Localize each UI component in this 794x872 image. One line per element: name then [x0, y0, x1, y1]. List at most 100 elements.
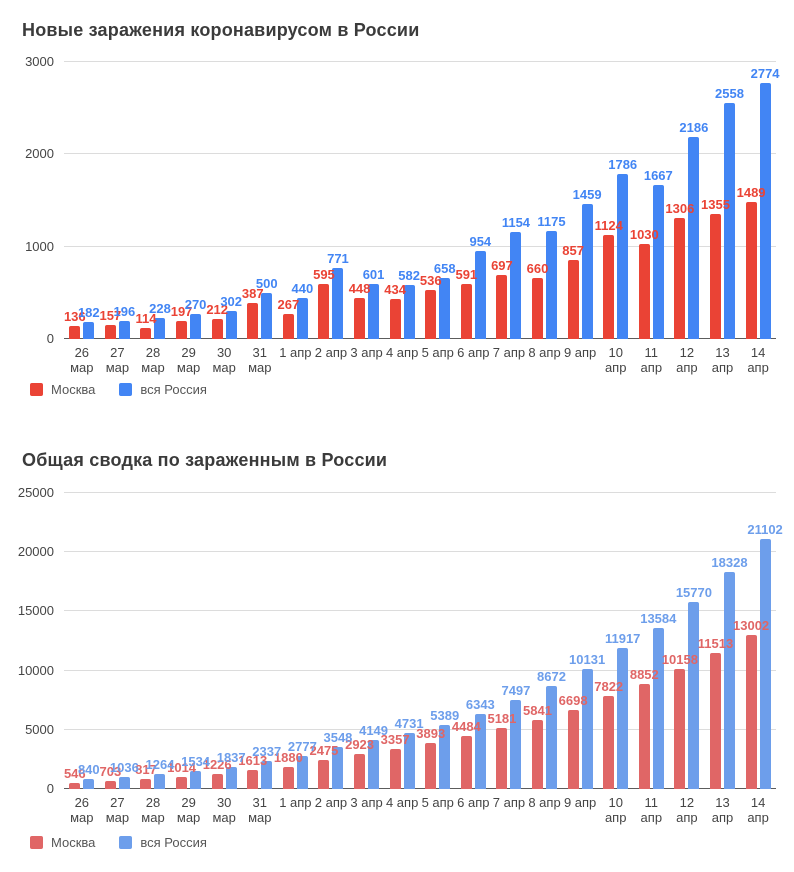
bar-value-label: 1667	[643, 168, 673, 184]
bar-value-label: 5841	[523, 702, 552, 718]
bar-moscow: 591	[455, 267, 477, 339]
bar-value-label: 4484	[451, 718, 481, 734]
bar-value-label: 3893	[416, 725, 446, 741]
bar-value-label: 601	[362, 266, 385, 282]
x-tick-label: 26 мар	[70, 345, 94, 375]
bar-russia: 840	[78, 762, 100, 789]
x-tick-label: 7 апр	[492, 345, 526, 360]
bar-moscow: 1489	[737, 185, 766, 339]
x-tick-label: 30 мар	[212, 345, 236, 375]
x-tick-label: 29 мар	[176, 345, 201, 375]
gridline	[64, 551, 776, 553]
bar-value-label: 1534	[181, 753, 211, 769]
x-tick-label: 10 апр	[604, 795, 627, 825]
x-tick-label: 8 апр	[528, 795, 561, 810]
x-tick-label: 14 апр	[747, 345, 769, 375]
bar-group: 817 1264	[135, 493, 174, 789]
x-tick-label: 1 апр	[279, 345, 312, 360]
bar-value-label: 546	[63, 765, 86, 781]
bar-value-label: 857	[562, 242, 584, 258]
bar-moscow: 546	[64, 766, 86, 789]
x-tick-label: 7 апр	[492, 795, 526, 810]
bar-moscow: 1014	[167, 760, 196, 789]
bar-russia: 1175	[537, 214, 566, 339]
bar-group: 546 840	[64, 493, 100, 789]
bar-value-label: 5181	[487, 710, 517, 726]
bar-moscow: 2475	[309, 743, 338, 789]
x-tick-label: 27 мар	[105, 795, 130, 825]
bar-value-label: 136	[63, 309, 86, 325]
gridline	[64, 669, 776, 671]
bar-value-label: 582	[398, 268, 420, 284]
chart-total-infections: Общая сводка по зараженным в России 0 500…	[0, 435, 794, 872]
x-tick-label: 31 мар	[248, 345, 272, 375]
y-tick-label: 1000	[25, 238, 54, 254]
bar-moscow: 1613	[238, 753, 267, 789]
bar-group: 7822 11917	[594, 493, 640, 789]
x-tick-label: 28 мар	[141, 345, 165, 375]
gridline	[64, 728, 776, 730]
bar-russia: 1534	[181, 754, 210, 789]
bar-russia: 1667	[644, 168, 673, 339]
bar-value-label: 1036	[109, 759, 139, 775]
bar-group: 5841 8672	[523, 493, 566, 789]
plot-area: 0 1000 2000 3000 136 182 157 196 114 228 197 270 212…	[25, 54, 780, 346]
bar-russia: 182	[78, 305, 100, 339]
bar-russia: 3548	[323, 730, 352, 789]
bar-group: 857 1459	[562, 62, 602, 339]
bar-value-label: 302	[220, 294, 243, 310]
bar-russia: 6343	[466, 697, 495, 789]
x-tick-label: 1 апр	[279, 795, 312, 810]
bar-value-label: 660	[526, 261, 549, 277]
bar-russia: 302	[220, 294, 242, 339]
bar-moscow: 697	[491, 258, 513, 339]
bar-moscow: 8852	[630, 667, 659, 789]
bar-value-label: 157	[99, 307, 122, 323]
bar-moscow: 857	[562, 243, 584, 339]
bar-value-label: 1489	[736, 184, 766, 200]
bar-value-label: 11917	[604, 630, 641, 646]
bar-group: 697 1154	[491, 62, 530, 339]
bar-group: 6698 10131	[559, 493, 605, 789]
bar-russia: 771	[327, 251, 349, 339]
bar-value-label: 197	[170, 303, 193, 319]
bar-value-label: 2337	[252, 744, 282, 760]
x-tick-label: 4 апр	[385, 795, 419, 810]
x-tick-label: 13 апр	[711, 795, 734, 825]
bar-group: 5181 7497	[487, 493, 530, 789]
y-tick-label: 15000	[17, 603, 54, 619]
bar-value-label: 1880	[273, 749, 303, 765]
x-tick-label: 3 апр	[350, 345, 383, 360]
bar-value-label: 500	[255, 275, 278, 291]
bar-moscow: 2923	[345, 737, 374, 789]
bar-russia: 2774	[751, 66, 780, 339]
legend-swatch-russia	[119, 383, 133, 396]
x-tick-label: 8 апр	[528, 345, 561, 360]
bar-value-label: 448	[348, 280, 371, 296]
bar-group: 434 582	[384, 62, 420, 339]
bar-group: 1030 1667	[630, 62, 673, 339]
gridline	[64, 153, 776, 155]
bar-value-label: 771	[327, 250, 349, 266]
bar-value-label: 270	[184, 297, 207, 313]
bar-russia: 10131	[569, 652, 605, 789]
x-tick-label: 31 мар	[248, 795, 272, 825]
bar-group: 595 771	[313, 62, 349, 339]
bar-group: 13002 21102	[733, 493, 783, 789]
bar-group: 1613 2337	[238, 493, 282, 789]
bar-russia: 8672	[537, 669, 566, 789]
legend: Москва вся Россия	[30, 835, 207, 850]
bar-moscow: 1030	[630, 227, 659, 339]
bar-group: 2923 4149	[345, 493, 388, 789]
bar-russia: 21102	[747, 522, 783, 789]
x-tick-label: 5 апр	[421, 795, 454, 810]
bar-value-label: 114	[135, 311, 157, 327]
x-axis-baseline	[64, 788, 776, 789]
bar-value-label: 18328	[711, 555, 748, 570]
gridline	[64, 245, 776, 247]
bar-moscow: 4484	[452, 719, 481, 789]
x-tick-label: 2 апр	[314, 795, 348, 810]
bar-value-label: 11513	[697, 635, 734, 651]
x-tick-label: 2 апр	[314, 345, 348, 360]
legend-label-russia: вся Россия	[140, 382, 207, 397]
